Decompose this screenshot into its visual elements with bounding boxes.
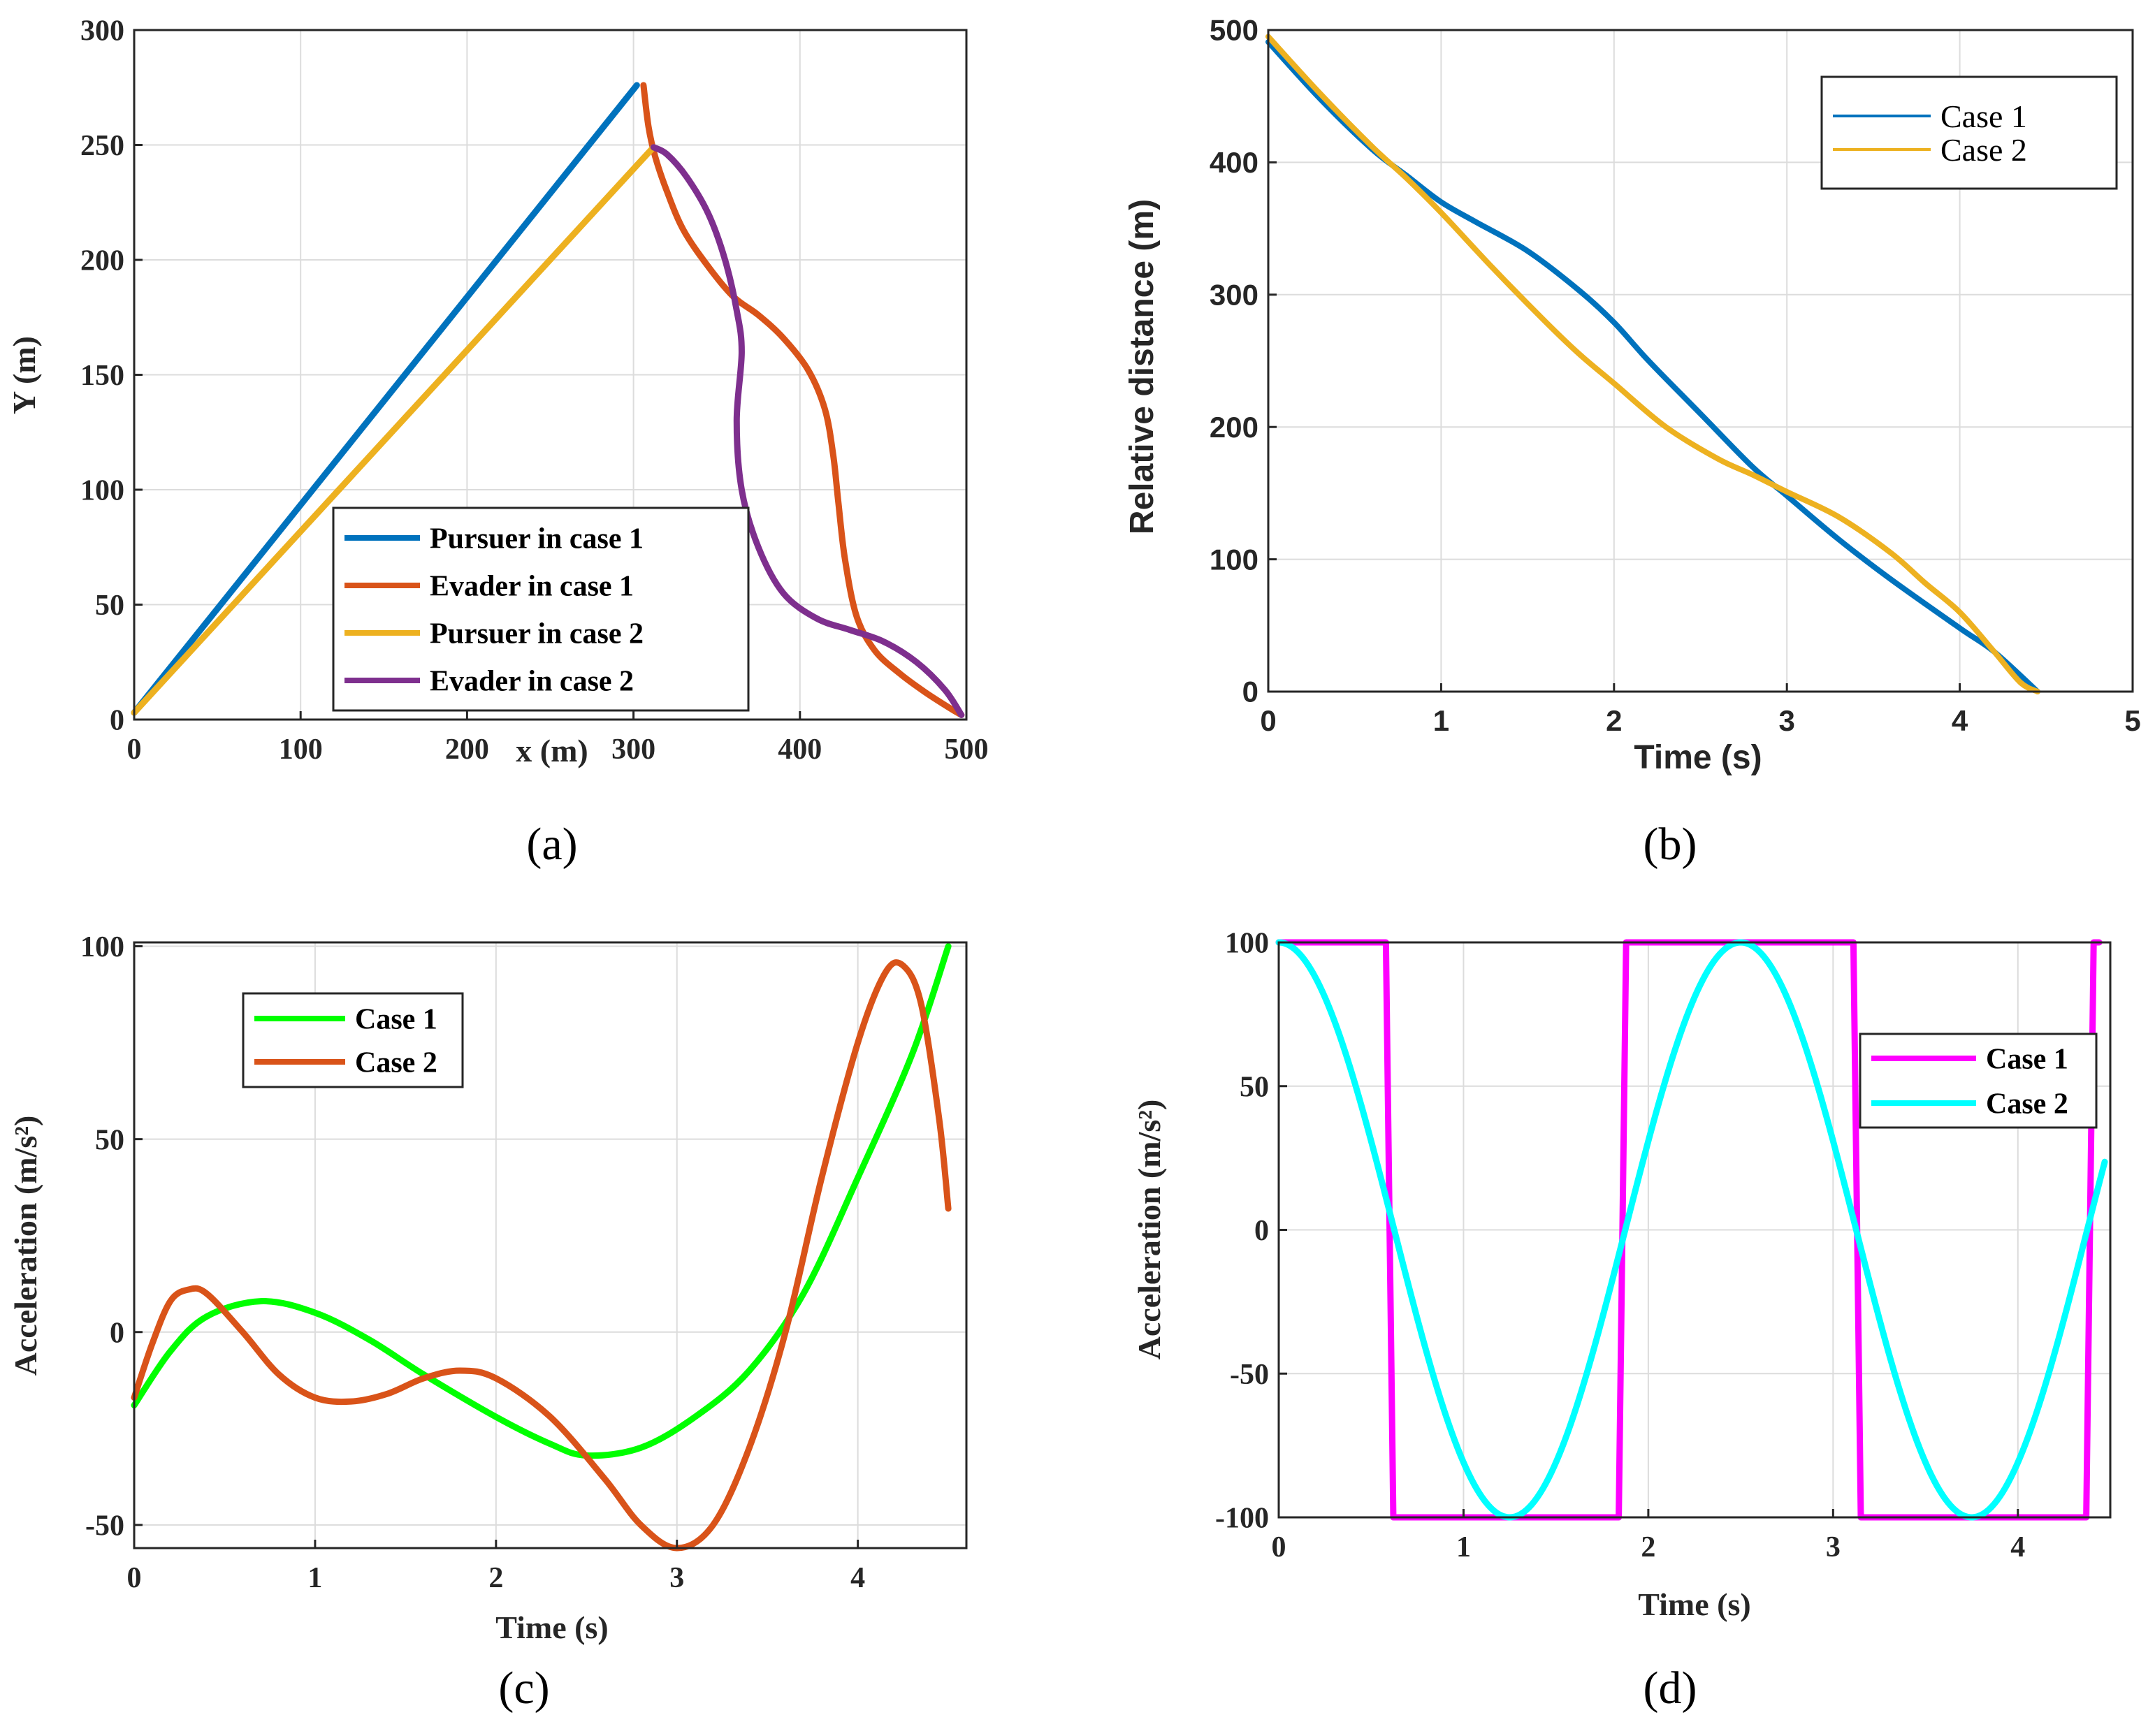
legend-box: [1820, 75, 2118, 190]
y-tick-label: 400: [1210, 146, 1258, 179]
panel-d: 0 1 2 3 4 -100 -50 0 50 100 Time (s) Acceleration (…: [1131, 928, 2112, 1714]
panel-caption: (b): [1644, 819, 1697, 870]
x-tick-label: 3: [1779, 704, 1795, 737]
y-tick-label: 250: [80, 130, 124, 162]
series-line-4: [650, 144, 965, 718]
panel-caption: (c): [498, 1663, 549, 1714]
y-tick-label: 0: [1254, 1215, 1269, 1247]
y-tick-label: 100: [1210, 543, 1258, 576]
legend-label: Evader in case 1: [430, 571, 634, 603]
y-tick-label: 100: [80, 475, 124, 507]
x-axis-label: Time (s): [1634, 739, 1762, 776]
x-tick-label: 1: [1456, 1531, 1471, 1563]
y-axis-label: Relative distance (m): [1124, 199, 1161, 534]
y-tick-label: 200: [80, 245, 124, 277]
x-tick-label: 4: [2010, 1531, 2025, 1563]
x-axis-label: x (m): [516, 733, 588, 768]
legend-label: Case 1: [355, 1004, 437, 1036]
y-tick-label: 0: [1242, 676, 1258, 708]
legend: Case 1 Case 2: [1859, 1033, 2098, 1129]
y-tick-label: -100: [1215, 1503, 1269, 1535]
x-tick-label: 0: [1272, 1531, 1286, 1563]
legend-label: Pursuer in case 2: [430, 618, 644, 650]
y-axis-label: Y (m): [6, 336, 42, 414]
axes-box: [133, 941, 968, 1549]
x-tick-label: 200: [445, 734, 489, 766]
x-tick-label: 2: [1641, 1531, 1655, 1563]
y-tick-label: 300: [1210, 279, 1258, 312]
y-tick-label: -50: [85, 1510, 124, 1542]
x-tick-label: 300: [611, 734, 655, 766]
y-tick-label: 100: [1225, 928, 1269, 960]
legend-label: Case 2: [1986, 1088, 2068, 1121]
y-axis-label: Acceleration (m/s²): [1131, 1100, 1167, 1360]
y-tick-label: 200: [1210, 411, 1258, 444]
legend-box: [332, 506, 750, 712]
y-tick-label: 0: [110, 705, 124, 737]
legend-label: Pursuer in case 1: [430, 523, 644, 555]
x-tick-label: 4: [1952, 704, 1968, 737]
series-line-3: [131, 144, 657, 716]
x-tick-label: 1: [1433, 704, 1449, 737]
x-tick-label: 1: [307, 1562, 322, 1594]
y-tick-label: 50: [95, 1124, 124, 1156]
legend-box: [242, 992, 464, 1088]
legend: Pursuer in case 1 Evader in case 1 Pursuer…: [332, 506, 750, 712]
x-tick-label: 0: [127, 734, 142, 766]
x-tick-label: 0: [1260, 704, 1276, 737]
series-line-1: [131, 82, 640, 716]
x-axis-label: Time (s): [495, 1610, 608, 1645]
x-tick-label: 500: [945, 734, 989, 766]
panel-caption: (a): [526, 819, 577, 870]
x-tick-label: 400: [778, 734, 822, 766]
legend-label: Case 1: [1940, 99, 2027, 134]
legend-label: Case 2: [1940, 132, 2027, 168]
x-tick-label: 5: [2124, 704, 2140, 737]
axes-box: [1267, 29, 2134, 693]
legend-box: [1859, 1033, 2098, 1129]
y-tick-label: 100: [80, 931, 124, 963]
legend-label: Case 1: [1986, 1044, 2068, 1076]
legend-label: Case 2: [355, 1047, 437, 1079]
legend-label: Evader in case 2: [430, 666, 634, 698]
x-tick-label: 4: [850, 1562, 865, 1594]
panel-caption: (d): [1644, 1663, 1697, 1714]
y-tick-label: 500: [1210, 14, 1258, 47]
panel-a: 0 100 200 300 400 500 0 50 100 150 200 250 300 x (m) Y…: [6, 15, 989, 870]
panel-b: 0 1 2 3 4 5 0 100 200 300 400 500 Time (s) Relative d…: [1124, 14, 2141, 870]
legend: Case 1 Case 2: [242, 992, 464, 1088]
y-tick-label: 150: [80, 360, 124, 392]
series-line-2: [1265, 34, 2040, 694]
y-axis-label: Acceleration (m/s²): [8, 1116, 43, 1376]
x-tick-label: 3: [1826, 1531, 1841, 1563]
y-tick-label: 50: [95, 590, 124, 622]
y-tick-label: 300: [80, 15, 124, 48]
x-tick-label: 2: [1606, 704, 1622, 737]
x-tick-label: 2: [488, 1562, 503, 1594]
x-axis-label: Time (s): [1638, 1587, 1750, 1622]
x-tick-label: 100: [279, 734, 323, 766]
y-tick-label: -50: [1230, 1359, 1269, 1391]
y-tick-label: 0: [110, 1317, 124, 1349]
series-line-2: [131, 959, 952, 1552]
series-line-1: [131, 943, 952, 1459]
x-tick-label: 0: [127, 1562, 142, 1594]
y-tick-label: 50: [1240, 1071, 1269, 1103]
x-tick-label: 3: [669, 1562, 684, 1594]
series-line-2: [640, 82, 965, 718]
